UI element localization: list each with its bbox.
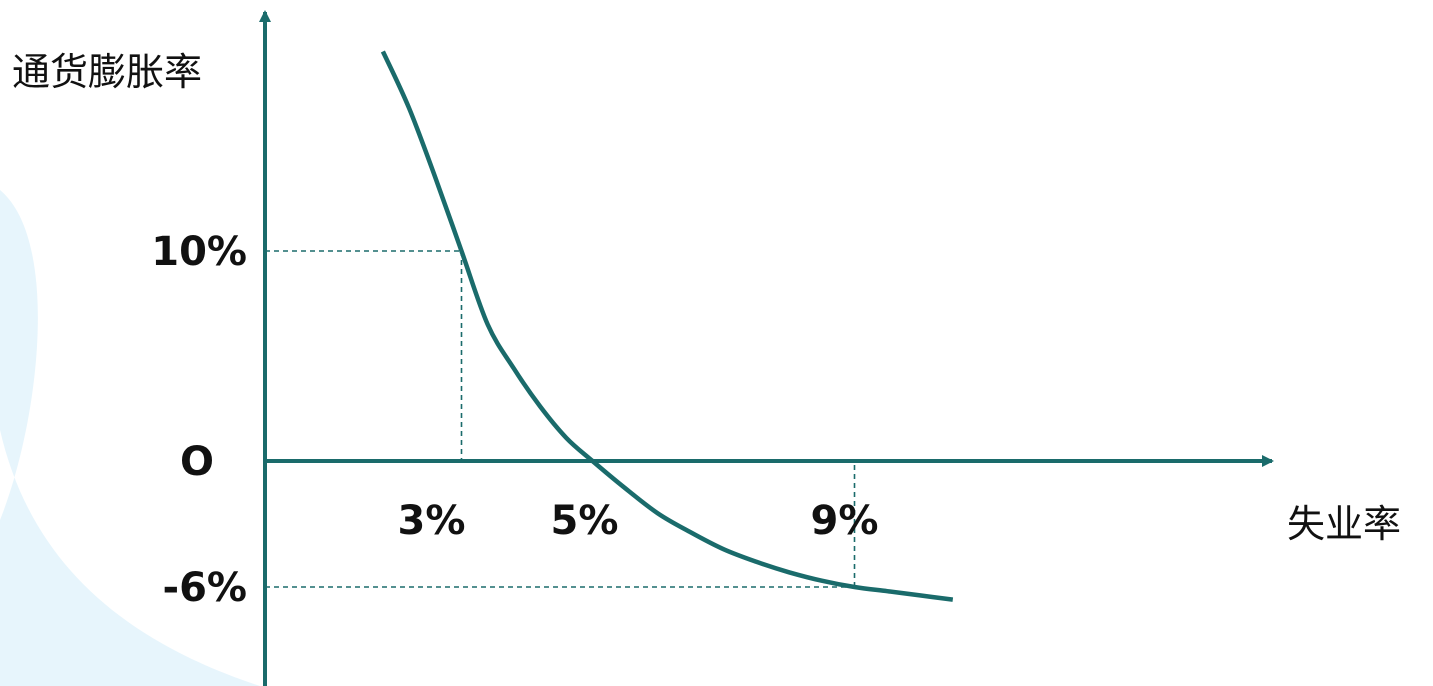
background-arc	[0, 190, 260, 686]
origin-label: O	[180, 439, 214, 485]
x-tick-label-1: 5%	[551, 498, 619, 544]
phillips-curve	[380, 50, 954, 602]
y-axis-title: 通货膨胀率	[12, 50, 202, 94]
x-tick-label-2: 9%	[811, 498, 879, 544]
y-tick-label-1: -6%	[162, 565, 247, 611]
guide-lines	[265, 250, 856, 588]
y-tick-label-0: 10%	[151, 229, 247, 275]
x-tick-labels: 3% 5% 9%	[398, 498, 879, 544]
x-tick-label-0: 3%	[398, 498, 466, 544]
y-tick-labels: 10% -6%	[151, 229, 247, 611]
x-axis-title: 失业率	[1287, 502, 1401, 546]
